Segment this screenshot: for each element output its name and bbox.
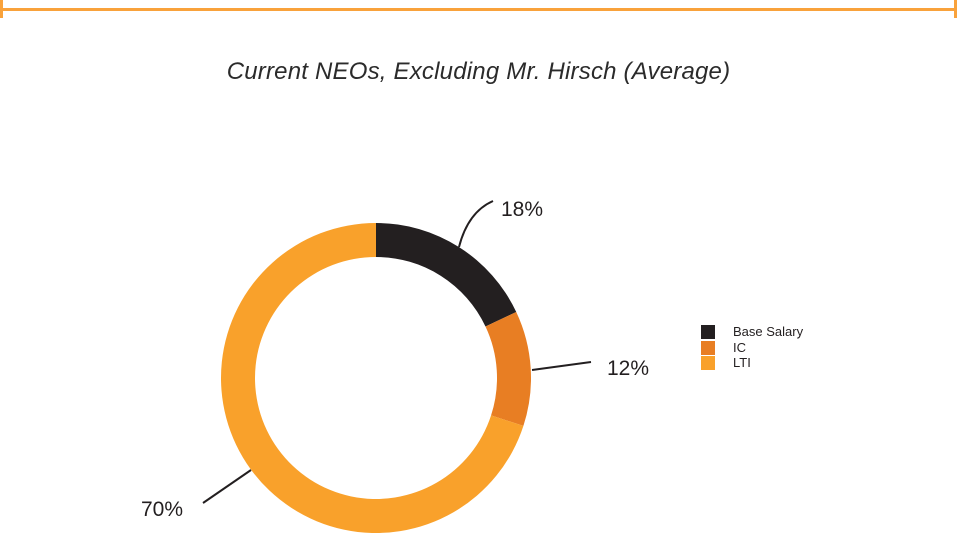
legend-label-lti: LTI — [733, 355, 751, 370]
legend-label-base-salary: Base Salary — [733, 324, 804, 339]
pct-label-base-salary: 18% — [501, 198, 543, 221]
legend: Base Salary IC LTI — [701, 325, 803, 370]
chart-title: Current NEOs, Excluding Mr. Hirsch (Aver… — [226, 58, 731, 85]
pct-label-ic: 12% — [607, 357, 649, 380]
legend-swatch-lti — [701, 356, 715, 370]
legend-row-base-salary: Base Salary — [701, 325, 803, 339]
top-border-right-tick — [954, 0, 957, 18]
legend-row-ic: IC — [701, 339, 803, 355]
slice-ic — [485, 312, 531, 426]
leader-line-lti — [202, 469, 252, 504]
legend-label-ic: IC — [733, 339, 746, 355]
slice-base-salary — [376, 223, 517, 327]
leader-line-ic — [531, 361, 592, 371]
legend-swatch-base-salary — [701, 325, 715, 339]
top-border-left-tick — [0, 0, 3, 18]
leader-line-base-salary — [458, 200, 494, 248]
legend-row-lti: LTI — [701, 356, 803, 370]
pct-label-lti: 70% — [141, 498, 183, 521]
legend-swatch-ic — [701, 340, 715, 355]
top-border-rule — [0, 8, 957, 11]
